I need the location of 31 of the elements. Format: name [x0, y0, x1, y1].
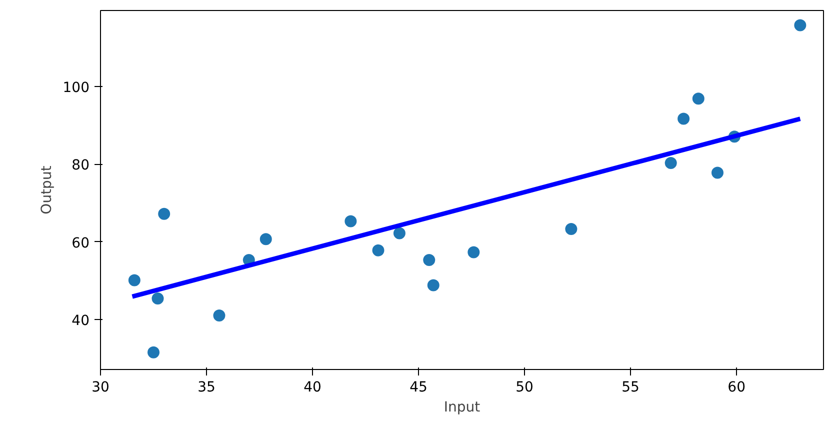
- x-tick-label: 40: [304, 380, 322, 396]
- y-tick-label: 80: [72, 158, 90, 174]
- point: [565, 223, 578, 235]
- point: [427, 279, 440, 292]
- x-tick-label: 60: [728, 380, 746, 396]
- y-tick-label: 100: [62, 80, 90, 96]
- point: [148, 346, 160, 358]
- x-tick-label: 45: [410, 380, 428, 396]
- y-tick-label: 40: [72, 312, 90, 329]
- point: [260, 233, 272, 246]
- y-tick-label: 60: [72, 235, 90, 252]
- x-axis-title: Input: [444, 400, 481, 416]
- point: [344, 215, 357, 228]
- point: [152, 292, 164, 304]
- point: [372, 244, 384, 256]
- x-tick-label: 50: [516, 380, 534, 396]
- point: [664, 157, 677, 170]
- point: [423, 254, 436, 266]
- x-tick-label: 55: [622, 380, 640, 396]
- x-tick-label: 35: [198, 380, 216, 396]
- point: [678, 112, 690, 125]
- point: [711, 166, 724, 179]
- point: [692, 92, 704, 105]
- point: [794, 19, 806, 32]
- point: [213, 310, 226, 322]
- point: [158, 208, 170, 220]
- point: [393, 227, 406, 240]
- x-tick-label: 30: [92, 380, 110, 396]
- point: [128, 274, 140, 286]
- point: [468, 246, 480, 258]
- y-axis-title: Output: [38, 165, 55, 214]
